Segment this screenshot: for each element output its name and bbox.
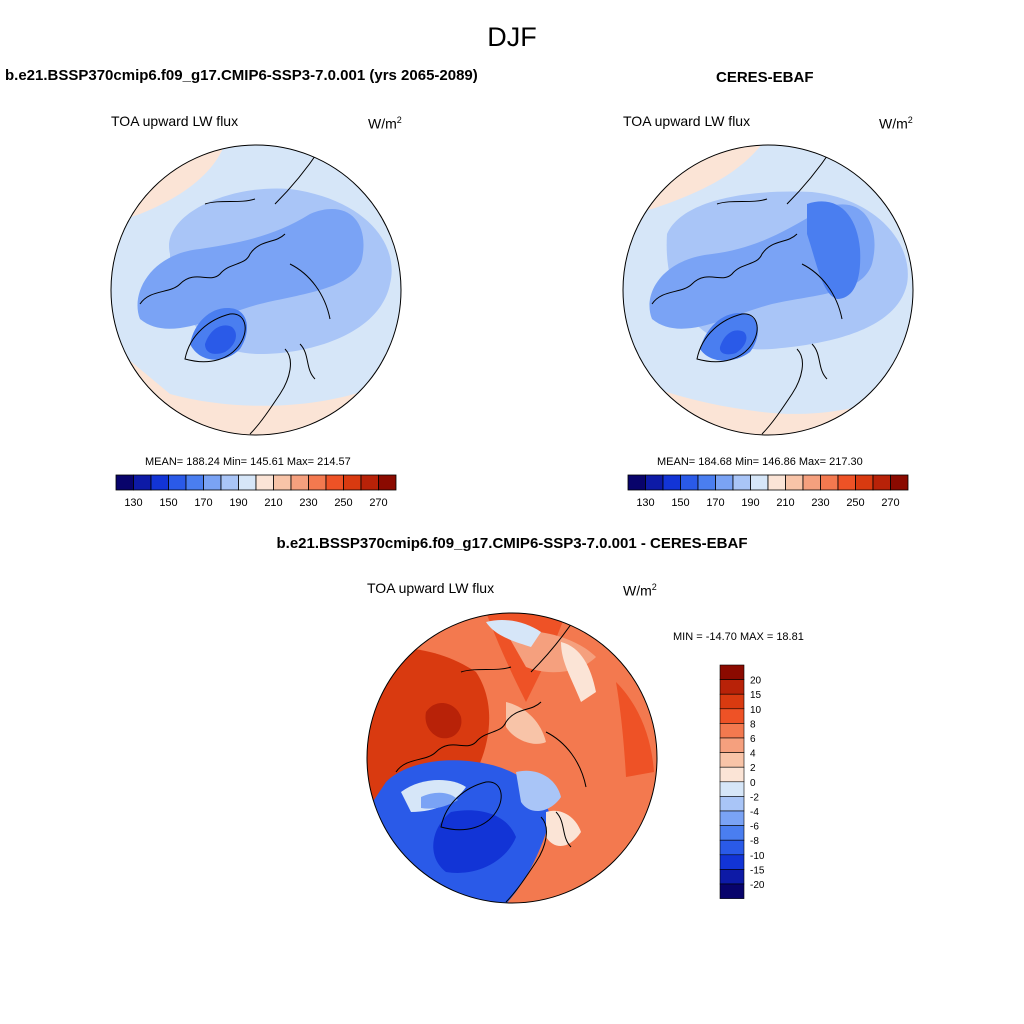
colorbar-cell [719, 796, 745, 812]
panel1-colorbar: 130 150 170 190 210 230 250 270 [115, 474, 397, 509]
colorbar-cell [185, 474, 204, 491]
colorbar-cell [872, 474, 891, 491]
colorbar-cell [290, 474, 309, 491]
colorbar-cell [645, 474, 664, 491]
colorbar-tick-label: 150 [671, 497, 689, 509]
colorbar-tick-label: 20 [750, 676, 762, 687]
colorbar-cell [697, 474, 716, 491]
panel3-variable-label: TOA upward LW flux [367, 580, 495, 596]
colorbar-cell [719, 679, 745, 695]
colorbar-cell [719, 781, 745, 797]
panel3-title: b.e21.BSSP370cmip6.f09_g17.CMIP6-SSP3-7.… [276, 535, 748, 552]
panel2-polar-map [622, 144, 914, 436]
colorbar-tick-label: 210 [776, 497, 794, 509]
colorbar-cell [662, 474, 681, 491]
colorbar-tick-label: 4 [750, 749, 756, 760]
colorbar-tick-label: -20 [750, 880, 765, 891]
colorbar-cell [719, 708, 745, 724]
colorbar-cell [325, 474, 344, 491]
colorbar-tick-label: 250 [334, 497, 352, 509]
colorbar-cell [732, 474, 751, 491]
colorbar-tick-label: -8 [750, 836, 759, 847]
colorbar-cell [750, 474, 769, 491]
colorbar-cell [719, 766, 745, 783]
colorbar-tick-label: 2 [750, 763, 756, 774]
colorbar-cell [785, 474, 804, 491]
colorbar-cell [820, 474, 839, 491]
colorbar-tick-label: 210 [264, 497, 282, 509]
colorbar-cell [719, 854, 745, 870]
colorbar-tick-label: 130 [636, 497, 654, 509]
colorbar-cell [837, 474, 856, 491]
colorbar-cell [719, 723, 745, 739]
colorbar-cell [115, 474, 134, 491]
colorbar-cell [255, 474, 274, 491]
colorbar-tick-label: 150 [159, 497, 177, 509]
colorbar-tick-label: 6 [750, 734, 756, 745]
colorbar-tick-label: 170 [194, 497, 212, 509]
panel1-variable-label: TOA upward LW flux [111, 113, 239, 129]
colorbar-cell [719, 810, 745, 826]
panel2-variable-label: TOA upward LW flux [623, 113, 751, 129]
colorbar-cell [273, 474, 292, 491]
colorbar-cell [719, 825, 745, 841]
colorbar-cell [719, 664, 745, 680]
panel3-stats: MIN = -14.70 MAX = 18.81 [673, 631, 804, 643]
panel1-stats: MEAN= 188.24 Min= 145.61 Max= 214.57 [145, 456, 351, 468]
colorbar-cell [238, 474, 257, 491]
colorbar-cell [168, 474, 187, 491]
panel2-stats: MEAN= 184.68 Min= 146.86 Max= 217.30 [657, 456, 863, 468]
colorbar-cell [719, 737, 745, 753]
colorbar-cell [802, 474, 821, 491]
colorbar-cell [133, 474, 152, 491]
main-title: DJF [487, 22, 537, 52]
colorbar-tick-label: 15 [750, 690, 762, 701]
colorbar-cell [719, 693, 745, 710]
colorbar-tick-label: 230 [299, 497, 317, 509]
colorbar-tick-label: -4 [750, 807, 759, 818]
colorbar-cell [360, 474, 379, 491]
colorbar-tick-label: 230 [811, 497, 829, 509]
colorbar-tick-label: 0 [750, 778, 756, 789]
colorbar-tick-label: -15 [750, 865, 765, 876]
colorbar-cell [150, 474, 169, 491]
colorbar-tick-label: 170 [706, 497, 724, 509]
colorbar-tick-label: 130 [124, 497, 142, 509]
colorbar-cell [767, 474, 786, 491]
colorbar-tick-label: 8 [750, 719, 756, 730]
colorbar-cell [627, 474, 646, 491]
panel1-polar-map [110, 144, 402, 436]
colorbar-cell [719, 752, 745, 768]
colorbar-cell [378, 474, 397, 491]
panel1-units: W/m2 [368, 115, 402, 132]
colorbar-tick-label: 270 [369, 497, 387, 509]
colorbar-cell [719, 883, 745, 899]
colorbar-tick-label: -6 [750, 822, 759, 833]
panel1-title: b.e21.BSSP370cmip6.f09_g17.CMIP6-SSP3-7.… [5, 67, 478, 84]
colorbar-cell [203, 474, 222, 491]
panel3-polar-map [366, 612, 658, 904]
panel2-title: CERES-EBAF [716, 69, 814, 86]
colorbar-tick-label: 250 [846, 497, 864, 509]
colorbar-cell [343, 474, 362, 491]
colorbar-cell [680, 474, 699, 491]
colorbar-tick-label: -2 [750, 792, 759, 803]
colorbar-cell [719, 869, 745, 885]
colorbar-tick-label: 190 [229, 497, 247, 509]
colorbar-cell [855, 474, 874, 491]
colorbar-cell [308, 474, 327, 491]
colorbar-cell [220, 474, 239, 491]
colorbar-cell [719, 839, 745, 856]
colorbar-cell [715, 474, 734, 491]
colorbar-tick-label: 10 [750, 705, 762, 716]
colorbar-tick-label: -10 [750, 851, 765, 862]
panel2-units: W/m2 [879, 115, 913, 132]
panel3-units: W/m2 [623, 582, 657, 599]
colorbar-cell [890, 474, 909, 491]
panel2-colorbar: 130 150 170 190 210 230 250 270 [627, 474, 909, 509]
colorbar-tick-label: 270 [881, 497, 899, 509]
colorbar-tick-label: 190 [741, 497, 759, 509]
